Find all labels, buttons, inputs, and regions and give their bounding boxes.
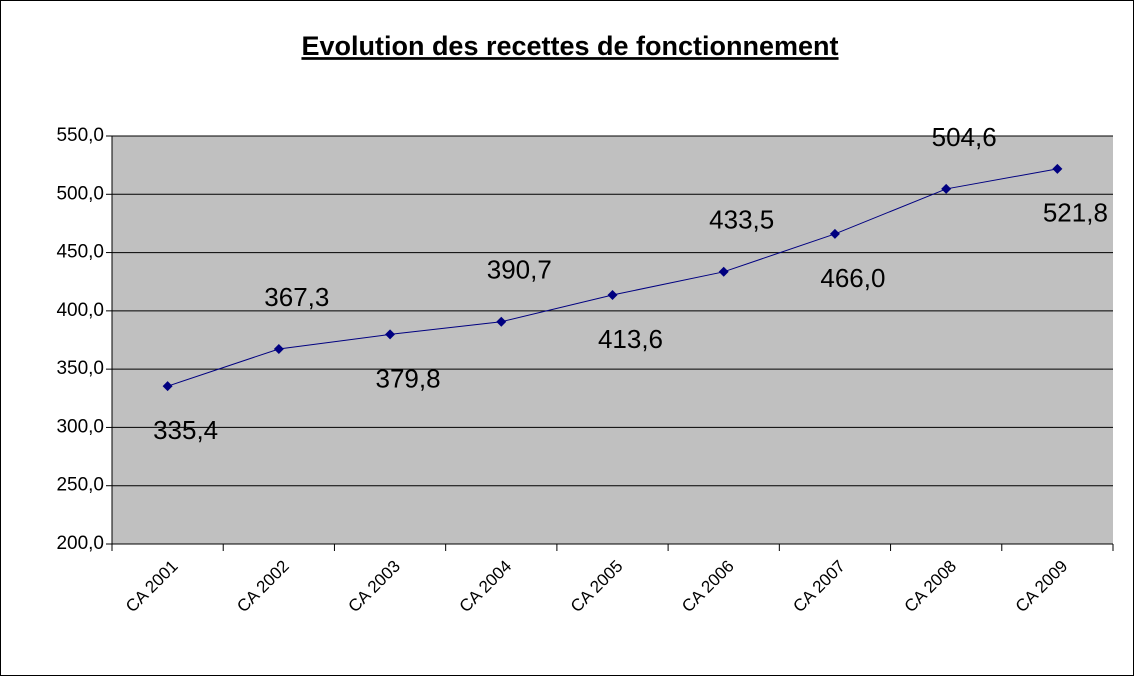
data-point	[718, 266, 729, 277]
data-point	[385, 329, 396, 340]
data-label: 504,6	[932, 122, 997, 152]
data-label: 433,5	[709, 205, 774, 235]
data-point	[941, 183, 952, 194]
data-label: 390,7	[487, 255, 552, 285]
data-point	[162, 381, 173, 392]
data-label: 413,6	[598, 324, 663, 354]
data-label: 521,8	[1043, 198, 1108, 228]
data-label: 379,8	[376, 363, 441, 393]
y-tick-label: 550,0	[56, 125, 104, 146]
plot-area	[112, 136, 1113, 544]
y-tick-label: 400,0	[56, 300, 104, 321]
y-tick-label: 500,0	[56, 183, 104, 204]
y-tick-label: 200,0	[56, 533, 104, 554]
data-label: 367,3	[264, 282, 329, 312]
data-label: 466,0	[820, 263, 885, 293]
chart-title: Evolution des recettes de fonctionnement	[301, 31, 838, 61]
y-tick-label: 250,0	[56, 475, 104, 496]
data-point	[1052, 163, 1063, 174]
data-label: 335,4	[153, 415, 218, 445]
data-point	[496, 316, 507, 327]
y-tick-label: 300,0	[56, 416, 104, 437]
data-point	[273, 343, 284, 354]
data-point	[607, 290, 618, 301]
y-tick-label: 350,0	[56, 358, 104, 379]
y-tick-label: 450,0	[56, 242, 104, 263]
data-point	[829, 228, 840, 239]
